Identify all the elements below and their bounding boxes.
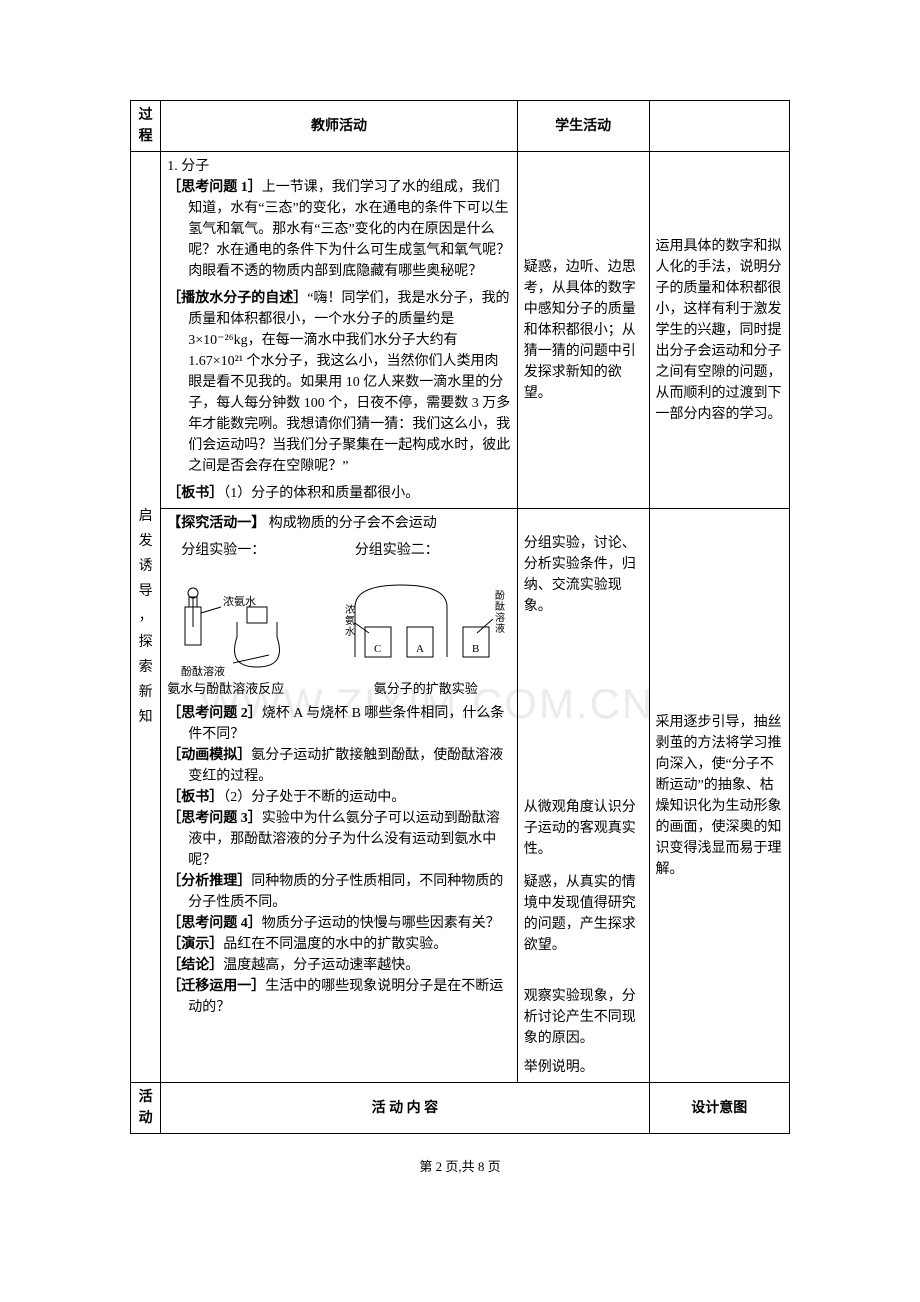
- teacher-cell-2: 【探究活动一】 构成物质的分子会不会运动 分组实验一：: [161, 509, 518, 1083]
- conclusion: ［结论］温度越高，分子运动速率越快。: [167, 955, 511, 976]
- activity1-label: 【探究活动一】: [167, 516, 265, 531]
- intent2-text: 采用逐步引导，抽丝剥茧的方法将学习推向深入，使“分子不断运动”的抽象、枯燥知识化…: [656, 712, 783, 880]
- hdr-teacher: 教师活动: [161, 101, 518, 152]
- exp2-caption: 氨分子的扩散实验: [341, 679, 511, 699]
- student2c: 疑惑，从真实的情境中发现值得研究的问题，产生探求欲望。: [524, 872, 643, 956]
- ft-col2: 活 动 内 容: [161, 1083, 649, 1134]
- q1: ［思考问题 1］上一节课，我们学习了水的组成，我们知道，水有“三态”的变化，水在…: [167, 177, 511, 282]
- student2d: 观察实验现象，分析讨论产生不同现象的原因。: [524, 986, 643, 1049]
- student-cell-1: 疑惑，边听、边思考，从具体的数字中感知分子的质量和体积都很小；从猜一猜的问题中引…: [517, 152, 649, 509]
- process-label-text: 启发诱导，探索新知: [139, 509, 153, 726]
- exp1-lbl-bottom: 酚酞溶液: [181, 664, 225, 677]
- page-number: 第 2 页,共 8 页: [130, 1156, 790, 1175]
- header-row: 过程 教师活动 学生活动: [131, 101, 790, 152]
- intent-cell-2: 采用逐步引导，抽丝剥茧的方法将学习推向深入，使“分子不断运动”的抽象、枯燥知识化…: [649, 509, 789, 1083]
- exp2-title: 分组实验二：: [341, 540, 511, 561]
- intent1-text: 运用具体的数字和拟人化的手法，说明分子的质量和体积都很小，这样有利于激发学生的兴…: [656, 236, 783, 425]
- analysis-label: ［分析推理］: [167, 874, 251, 889]
- q4-text: 物质分子运动的快慢与哪些因素有关？: [262, 916, 500, 931]
- anim: ［动画模拟］氨分子运动扩散接触到酚酞，使酚酞溶液变红的过程。: [167, 745, 511, 787]
- transfer-label: ［迁移运用一］: [167, 979, 265, 994]
- section2-row: 【探究活动一】 构成物质的分子会不会运动 分组实验一：: [131, 509, 790, 1083]
- hdr-intent: [649, 101, 789, 152]
- intent-cell-1: 运用具体的数字和拟人化的手法，说明分子的质量和体积都很小，这样有利于激发学生的兴…: [649, 152, 789, 509]
- q2: ［思考问题 2］烧杯 A 与烧杯 B 哪些条件相同，什么条件不同？: [167, 703, 511, 745]
- svg-text:C: C: [374, 643, 381, 655]
- exp2-lbl-phen: 酚酞溶液: [495, 590, 505, 635]
- demo-text: 品红在不同温度的水中的扩散实验。: [223, 937, 447, 952]
- board2-text: （2）分子处于不断的运动中。: [223, 790, 405, 805]
- q3-label: ［思考问题 3］: [167, 811, 262, 826]
- exp1-title: 分组实验一：: [167, 540, 327, 561]
- student1-text: 疑惑，边听、边思考，从具体的数字中感知分子的质量和体积都很小；从猜一猜的问题中引…: [524, 257, 643, 404]
- exp1-diagram: 浓氨水 酚酞溶液: [167, 565, 327, 679]
- q4-label: ［思考问题 4］: [167, 916, 262, 931]
- student2a: 分组实验，讨论、分析实验条件，归纳、交流实验现象。: [524, 533, 643, 617]
- experiment-row: 分组实验一：: [167, 540, 511, 699]
- student-cell-2: 分组实验，讨论、分析实验条件，归纳、交流实验现象。 从微观角度认识分子运动的客观…: [517, 509, 649, 1083]
- q1-label: ［思考问题 1］: [167, 180, 262, 195]
- activity1: 【探究活动一】 构成物质的分子会不会运动: [167, 513, 511, 534]
- concl-text: 温度越高，分子运动速率越快。: [223, 958, 419, 973]
- board1-label: ［板书］: [167, 486, 223, 501]
- q4: ［思考问题 4］物质分子运动的快慢与哪些因素有关？: [167, 913, 511, 934]
- play: ［播放水分子的自述］“嗨！同学们，我是水分子，我的质量和体积都很小，一个水分子的…: [167, 288, 511, 477]
- hdr-process: 过程: [131, 101, 161, 152]
- exp1-lbl-top: 浓氨水: [223, 595, 256, 608]
- experiment-1: 分组实验一：: [167, 540, 327, 699]
- play-label: ［播放水分子的自述］: [167, 291, 307, 306]
- ft-col1: 活动: [131, 1083, 161, 1134]
- footer-row: 活动 活 动 内 容 设计意图: [131, 1083, 790, 1134]
- concl-label: ［结论］: [167, 958, 223, 973]
- q3: ［思考问题 3］实验中为什么氨分子可以运动到酚酞溶液中，那酚酞溶液的分子为什么没…: [167, 808, 511, 871]
- process-label: 启发诱导，探索新知: [131, 152, 161, 1083]
- student2b: 从微观角度认识分子运动的客观真实性。: [524, 797, 643, 860]
- svg-text:B: B: [472, 643, 479, 655]
- activity1-text: 构成物质的分子会不会运动: [269, 516, 437, 531]
- teacher-cell-1: 1. 分子 ［思考问题 1］上一节课，我们学习了水的组成，我们知道，水有“三态”…: [161, 152, 518, 509]
- section1-row: 启发诱导，探索新知 1. 分子 ［思考问题 1］上一节课，我们学习了水的组成，我…: [131, 152, 790, 509]
- student2e: 举例说明。: [524, 1057, 643, 1078]
- analysis: ［分析推理］同种物质的分子性质相同，不同种物质的分子性质不同。: [167, 871, 511, 913]
- exp1-caption: 氨水与酚酞溶液反应: [167, 679, 327, 699]
- board2-label: ［板书］: [167, 790, 223, 805]
- hdr-student: 学生活动: [517, 101, 649, 152]
- demo-label: ［演示］: [167, 937, 223, 952]
- experiment-2: 分组实验二： C A: [341, 540, 511, 699]
- exp2-lbl-amm: 浓氨水: [345, 604, 355, 638]
- transfer: ［迁移运用一］生活中的哪些现象说明分子是在不断运动的？: [167, 976, 511, 1018]
- board2: ［板书］（2）分子处于不断的运动中。: [167, 787, 511, 808]
- sec1-heading: 1. 分子: [167, 156, 511, 177]
- board1: ［板书］（1）分子的体积和质量都很小。: [167, 483, 511, 504]
- exp2-diagram: C A B 浓氨水 酚酞溶液: [341, 565, 511, 679]
- ft-col3: 设计意图: [649, 1083, 789, 1134]
- board1-text: （1）分子的体积和质量都很小。: [223, 486, 419, 501]
- lesson-plan-table: 过程 教师活动 学生活动 启发诱导，探索新知 1. 分子 ［思考问题 1］上一节…: [130, 100, 790, 1134]
- play-text: “嗨！同学们，我是水分子，我的质量和体积都很小，一个水分子的质量约是 3×10⁻…: [188, 291, 510, 474]
- svg-text:A: A: [416, 643, 424, 655]
- anim-label: ［动画模拟］: [167, 748, 251, 763]
- q2-label: ［思考问题 2］: [167, 706, 262, 721]
- demo: ［演示］品红在不同温度的水中的扩散实验。: [167, 934, 511, 955]
